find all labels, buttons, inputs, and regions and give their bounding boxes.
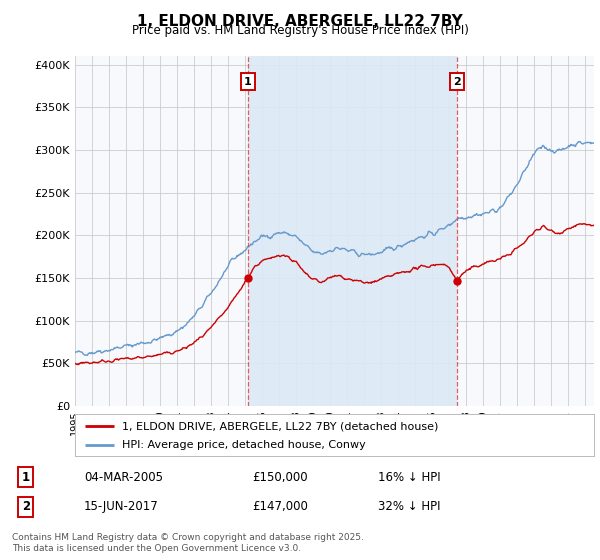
Text: Contains HM Land Registry data © Crown copyright and database right 2025.
This d: Contains HM Land Registry data © Crown c… <box>12 533 364 553</box>
Text: HPI: Average price, detached house, Conwy: HPI: Average price, detached house, Conw… <box>122 440 365 450</box>
Text: Price paid vs. HM Land Registry's House Price Index (HPI): Price paid vs. HM Land Registry's House … <box>131 24 469 37</box>
Text: 32% ↓ HPI: 32% ↓ HPI <box>378 500 440 514</box>
Text: 2: 2 <box>22 500 30 514</box>
Text: 1, ELDON DRIVE, ABERGELE, LL22 7BY: 1, ELDON DRIVE, ABERGELE, LL22 7BY <box>137 14 463 29</box>
Text: £150,000: £150,000 <box>252 470 308 484</box>
Bar <box>248 56 457 406</box>
Text: 15-JUN-2017: 15-JUN-2017 <box>84 500 159 514</box>
Text: 1: 1 <box>22 470 30 484</box>
Text: 16% ↓ HPI: 16% ↓ HPI <box>378 470 440 484</box>
Text: 04-MAR-2005: 04-MAR-2005 <box>84 470 163 484</box>
Text: 1: 1 <box>244 77 252 87</box>
Text: 1, ELDON DRIVE, ABERGELE, LL22 7BY (detached house): 1, ELDON DRIVE, ABERGELE, LL22 7BY (deta… <box>122 421 438 431</box>
Text: 2: 2 <box>454 77 461 87</box>
Text: £147,000: £147,000 <box>252 500 308 514</box>
